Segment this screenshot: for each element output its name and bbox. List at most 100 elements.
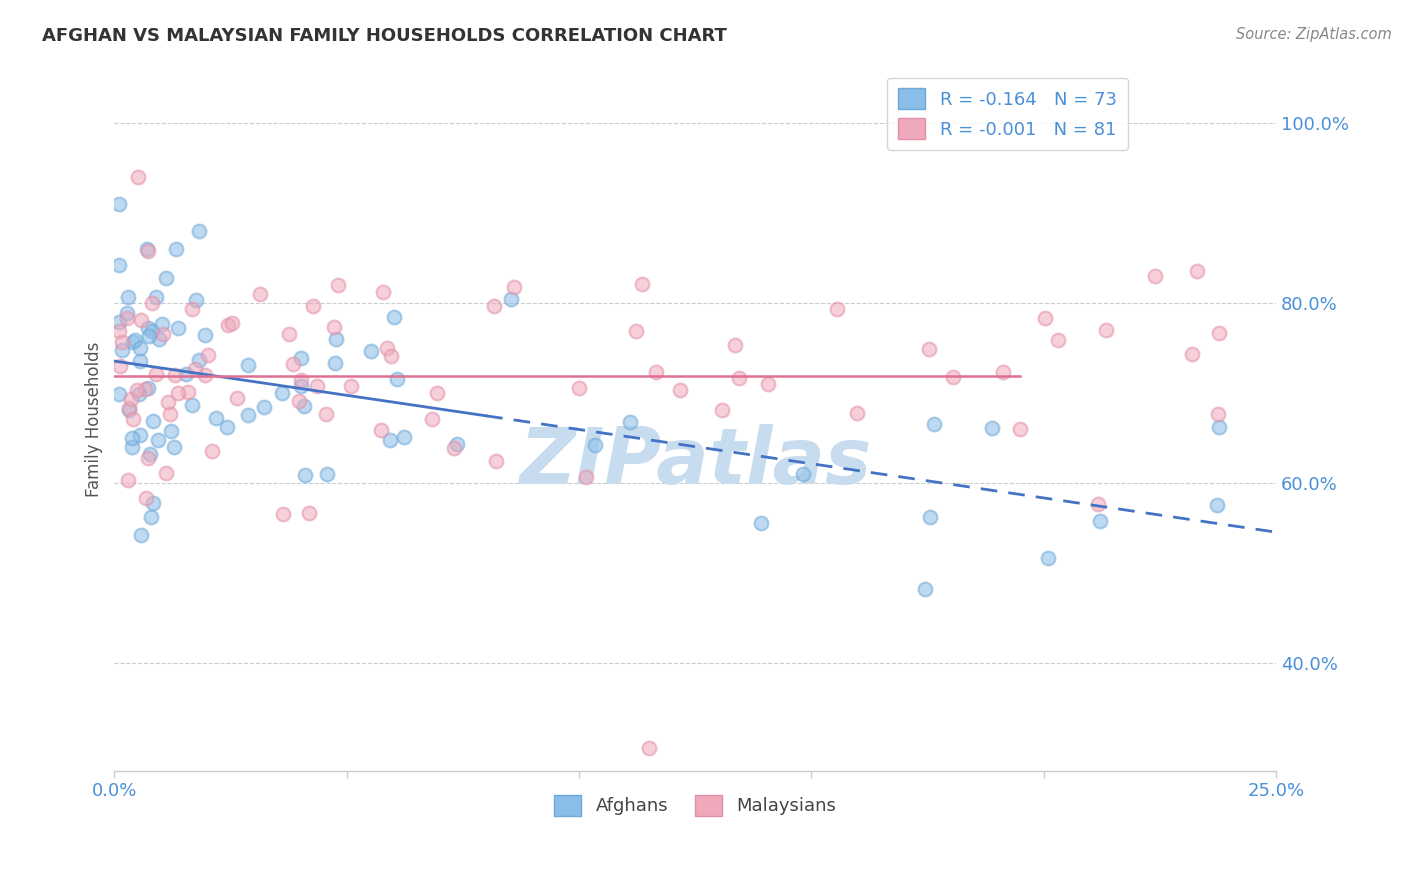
Point <box>942 370 965 384</box>
Point <box>420 411 443 425</box>
Point <box>120 392 142 407</box>
Point <box>924 417 946 431</box>
Point <box>271 507 294 521</box>
Point <box>226 391 249 405</box>
Point <box>290 373 312 387</box>
Point <box>184 362 207 376</box>
Point <box>165 368 187 382</box>
Point <box>1208 326 1230 340</box>
Point <box>624 324 647 338</box>
Point <box>387 372 409 386</box>
Point <box>583 438 606 452</box>
Point <box>163 440 186 454</box>
Point <box>751 516 773 531</box>
Point <box>155 466 177 480</box>
Point <box>1206 407 1229 421</box>
Point <box>728 371 751 385</box>
Point <box>325 332 347 346</box>
Point <box>118 402 141 417</box>
Point <box>115 311 138 326</box>
Point <box>136 321 159 335</box>
Point <box>278 326 301 341</box>
Point <box>159 407 181 421</box>
Point <box>115 306 138 320</box>
Point <box>136 451 159 466</box>
Point <box>380 349 402 363</box>
Point <box>159 424 181 438</box>
Point <box>236 409 259 423</box>
Point <box>394 430 416 444</box>
Point <box>108 315 131 329</box>
Point <box>281 357 304 371</box>
Point <box>631 277 654 291</box>
Point <box>1038 550 1060 565</box>
Point <box>180 398 202 412</box>
Point <box>914 582 936 597</box>
Point <box>426 386 449 401</box>
Point <box>129 427 152 442</box>
Point <box>1033 310 1056 325</box>
Point <box>1087 497 1109 511</box>
Point <box>138 447 160 461</box>
Point <box>446 437 468 451</box>
Point <box>150 317 173 331</box>
Point <box>117 473 139 487</box>
Point <box>141 324 163 338</box>
Point <box>135 242 157 256</box>
Point <box>194 327 217 342</box>
Point <box>1047 334 1070 348</box>
Point <box>125 384 148 398</box>
Point <box>637 741 659 756</box>
Point <box>145 367 167 381</box>
Point <box>129 341 152 355</box>
Point <box>307 378 329 392</box>
Point <box>193 368 215 382</box>
Point <box>165 243 187 257</box>
Point <box>991 365 1014 379</box>
Point <box>918 343 941 357</box>
Point <box>124 334 146 348</box>
Point <box>136 244 159 258</box>
Point <box>382 310 405 324</box>
Point <box>288 394 311 409</box>
Point <box>378 434 401 448</box>
Point <box>122 334 145 349</box>
Point <box>129 528 152 542</box>
Point <box>221 317 243 331</box>
Legend: Afghans, Malaysians: Afghans, Malaysians <box>546 786 845 825</box>
Point <box>325 356 347 370</box>
Point <box>503 279 526 293</box>
Point <box>128 387 150 401</box>
Point <box>484 299 506 313</box>
Point <box>443 441 465 455</box>
Point <box>792 467 814 481</box>
Point <box>200 444 222 458</box>
Point <box>166 321 188 335</box>
Point <box>108 359 131 373</box>
Point <box>136 381 159 395</box>
Point <box>499 292 522 306</box>
Point <box>645 365 668 379</box>
Point <box>322 320 344 334</box>
Point <box>108 324 131 338</box>
Point <box>205 411 228 425</box>
Point <box>174 368 197 382</box>
Point <box>370 423 392 437</box>
Point <box>315 407 337 421</box>
Point <box>1181 347 1204 361</box>
Point <box>326 277 349 292</box>
Point <box>724 338 747 352</box>
Point <box>756 377 779 392</box>
Text: ZIPatlas: ZIPatlas <box>519 424 872 500</box>
Point <box>290 351 312 365</box>
Point <box>142 496 165 510</box>
Point <box>827 301 849 316</box>
Point <box>166 385 188 400</box>
Text: Source: ZipAtlas.com: Source: ZipAtlas.com <box>1236 27 1392 42</box>
Point <box>294 468 316 483</box>
Y-axis label: Family Households: Family Households <box>86 342 103 498</box>
Point <box>1094 323 1116 337</box>
Point <box>128 354 150 368</box>
Point <box>197 348 219 362</box>
Point <box>485 454 508 468</box>
